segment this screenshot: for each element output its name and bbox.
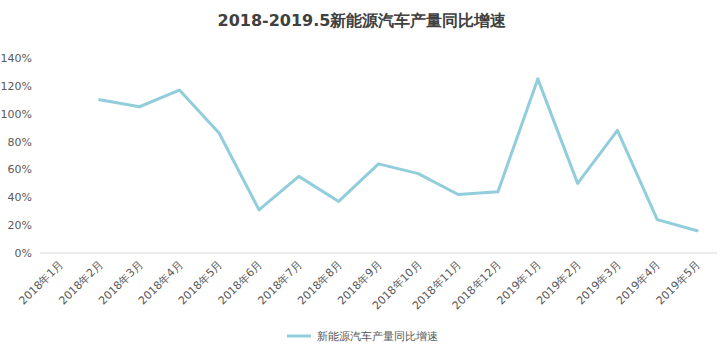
y-tick-label: 100% xyxy=(1,108,32,121)
legend-swatch xyxy=(287,335,311,338)
x-tick-label: 2018年12月 xyxy=(450,258,504,312)
legend-label: 新能源汽车产量同比增速 xyxy=(317,330,438,343)
y-tick-label: 40% xyxy=(8,191,32,204)
y-tick-label: 0% xyxy=(15,247,32,260)
series-line xyxy=(100,79,697,231)
x-tick-label: 2019年5月 xyxy=(654,258,703,307)
y-tick-label: 120% xyxy=(1,80,32,93)
title: 2018-2019.5新能源汽车产量同比增速 xyxy=(218,11,508,30)
chart: 2018-2019.5新能源汽车产量同比增速 0% 20% 40% 60% 80% 100%… xyxy=(0,0,724,354)
y-tick-label: 80% xyxy=(8,136,32,149)
y-tick-label: 140% xyxy=(1,52,32,65)
x-axis xyxy=(40,253,717,254)
y-tick-label: 60% xyxy=(8,163,32,176)
y-tick-label: 20% xyxy=(8,219,32,232)
plot-area xyxy=(100,79,697,231)
